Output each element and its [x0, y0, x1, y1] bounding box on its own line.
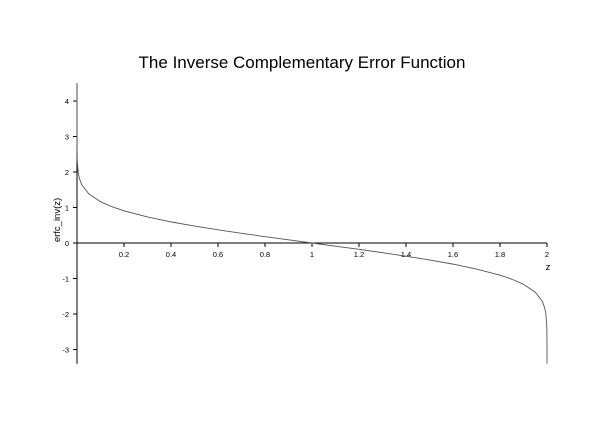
y-tick-label: 2	[65, 168, 69, 177]
x-axis-label: z	[546, 262, 551, 273]
y-tick-label: 1	[65, 204, 69, 213]
y-tick-label: 3	[65, 133, 69, 142]
x-tick-label: 0.6	[213, 250, 223, 259]
x-tick-label: 0.4	[166, 250, 176, 259]
x-tick-label: 1.6	[448, 250, 458, 259]
x-tick-label: 1.8	[495, 250, 505, 259]
y-tick-label: -2	[62, 310, 69, 319]
x-tick-label: 1	[310, 250, 314, 259]
x-tick-label: 1.4	[401, 250, 411, 259]
y-tick-label: -3	[62, 346, 69, 355]
series-line	[76, 132, 548, 341]
series-layer	[76, 83, 548, 364]
x-tick-label: 0.8	[260, 250, 270, 259]
x-tick-label: 2	[545, 250, 549, 259]
ticks: 0.2 0.4 0.6 0.8 1 1.2 1.4 1.6 1.8 2 -3 -2 -1 0 1 2 3 4	[62, 97, 549, 355]
y-axis-label: erfc_inv(z)	[52, 198, 63, 242]
x-tick-label: 1.2	[354, 250, 364, 259]
y-tick-label: 4	[65, 97, 69, 106]
y-tick-label: -1	[62, 275, 69, 284]
chart-title: The Inverse Complementary Error Function	[139, 53, 466, 72]
x-tick-label: 0.2	[119, 250, 129, 259]
y-tick-label: 0	[65, 239, 69, 248]
axes	[76, 83, 547, 364]
